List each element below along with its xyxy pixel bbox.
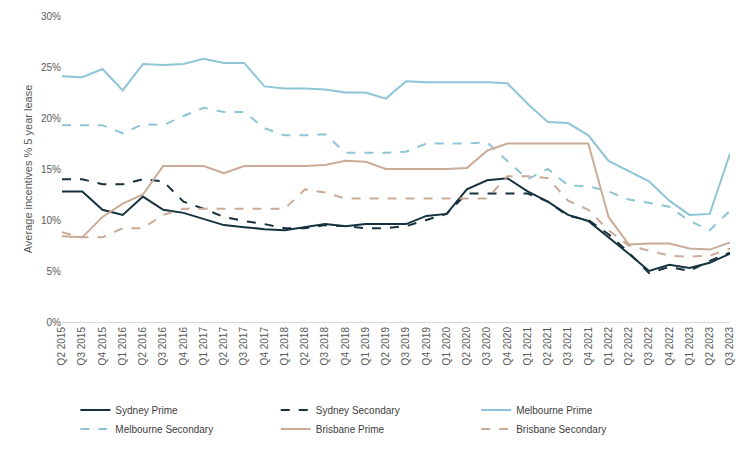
svg-text:Q2 2019: Q2 2019 xyxy=(380,327,391,366)
svg-text:Q3 2022: Q3 2022 xyxy=(643,327,654,366)
svg-text:Q2 2020: Q2 2020 xyxy=(461,327,472,366)
svg-text:Q3 2018: Q3 2018 xyxy=(319,327,330,366)
svg-text:Q4 2015: Q4 2015 xyxy=(97,327,108,366)
svg-text:Average incentives % 5 year le: Average incentives % 5 year lease xyxy=(22,85,34,254)
svg-text:Q1 2018: Q1 2018 xyxy=(279,327,290,366)
svg-text:Q2 2017: Q2 2017 xyxy=(218,327,229,366)
svg-text:Q3 2021: Q3 2021 xyxy=(562,327,573,366)
svg-text:Q4 2017: Q4 2017 xyxy=(259,327,270,366)
svg-text:Q3 2023: Q3 2023 xyxy=(724,327,735,366)
svg-text:5%: 5% xyxy=(47,266,62,277)
svg-text:Q2 2023: Q2 2023 xyxy=(704,327,715,366)
svg-text:Q2 2022: Q2 2022 xyxy=(623,327,634,366)
svg-text:Q1 2019: Q1 2019 xyxy=(360,327,371,366)
svg-text:Melbourne Prime: Melbourne Prime xyxy=(516,405,593,416)
svg-text:Q3 2017: Q3 2017 xyxy=(238,327,249,366)
svg-text:Q3 2020: Q3 2020 xyxy=(481,327,492,366)
svg-text:Q1 2016: Q1 2016 xyxy=(117,327,128,366)
svg-text:Q1 2020: Q1 2020 xyxy=(441,327,452,366)
svg-text:Q1 2017: Q1 2017 xyxy=(198,327,209,366)
svg-text:15%: 15% xyxy=(41,164,61,175)
svg-text:Q2 2015: Q2 2015 xyxy=(56,327,67,366)
svg-text:Q1 2021: Q1 2021 xyxy=(522,327,533,366)
svg-text:Q2 2018: Q2 2018 xyxy=(299,327,310,366)
svg-text:Q1 2022: Q1 2022 xyxy=(603,327,614,366)
svg-text:Q3 2016: Q3 2016 xyxy=(157,327,168,366)
svg-text:Q3 2015: Q3 2015 xyxy=(76,327,87,366)
svg-text:25%: 25% xyxy=(41,62,61,73)
svg-text:Q3 2019: Q3 2019 xyxy=(400,327,411,366)
svg-text:Q4 2020: Q4 2020 xyxy=(502,327,513,366)
svg-text:Q4 2018: Q4 2018 xyxy=(340,327,351,366)
svg-text:10%: 10% xyxy=(41,215,61,226)
svg-text:30%: 30% xyxy=(41,11,61,22)
svg-text:Q2 2021: Q2 2021 xyxy=(542,327,553,366)
svg-text:Brisbane Prime: Brisbane Prime xyxy=(316,424,385,435)
svg-text:Q4 2019: Q4 2019 xyxy=(421,327,432,366)
svg-text:Sydney Secondary: Sydney Secondary xyxy=(316,405,400,416)
svg-text:Brisbane Secondary: Brisbane Secondary xyxy=(516,424,606,435)
svg-text:Q4 2021: Q4 2021 xyxy=(583,327,594,366)
svg-text:Q1 2023: Q1 2023 xyxy=(684,327,695,366)
svg-text:20%: 20% xyxy=(41,113,61,124)
svg-text:Melbourne Secondary: Melbourne Secondary xyxy=(115,424,213,435)
svg-text:Q2 2016: Q2 2016 xyxy=(137,327,148,366)
svg-text:0%: 0% xyxy=(47,317,62,328)
svg-text:Q4 2022: Q4 2022 xyxy=(664,327,675,366)
svg-text:Sydney Prime: Sydney Prime xyxy=(115,405,178,416)
svg-text:Q4 2016: Q4 2016 xyxy=(178,327,189,366)
